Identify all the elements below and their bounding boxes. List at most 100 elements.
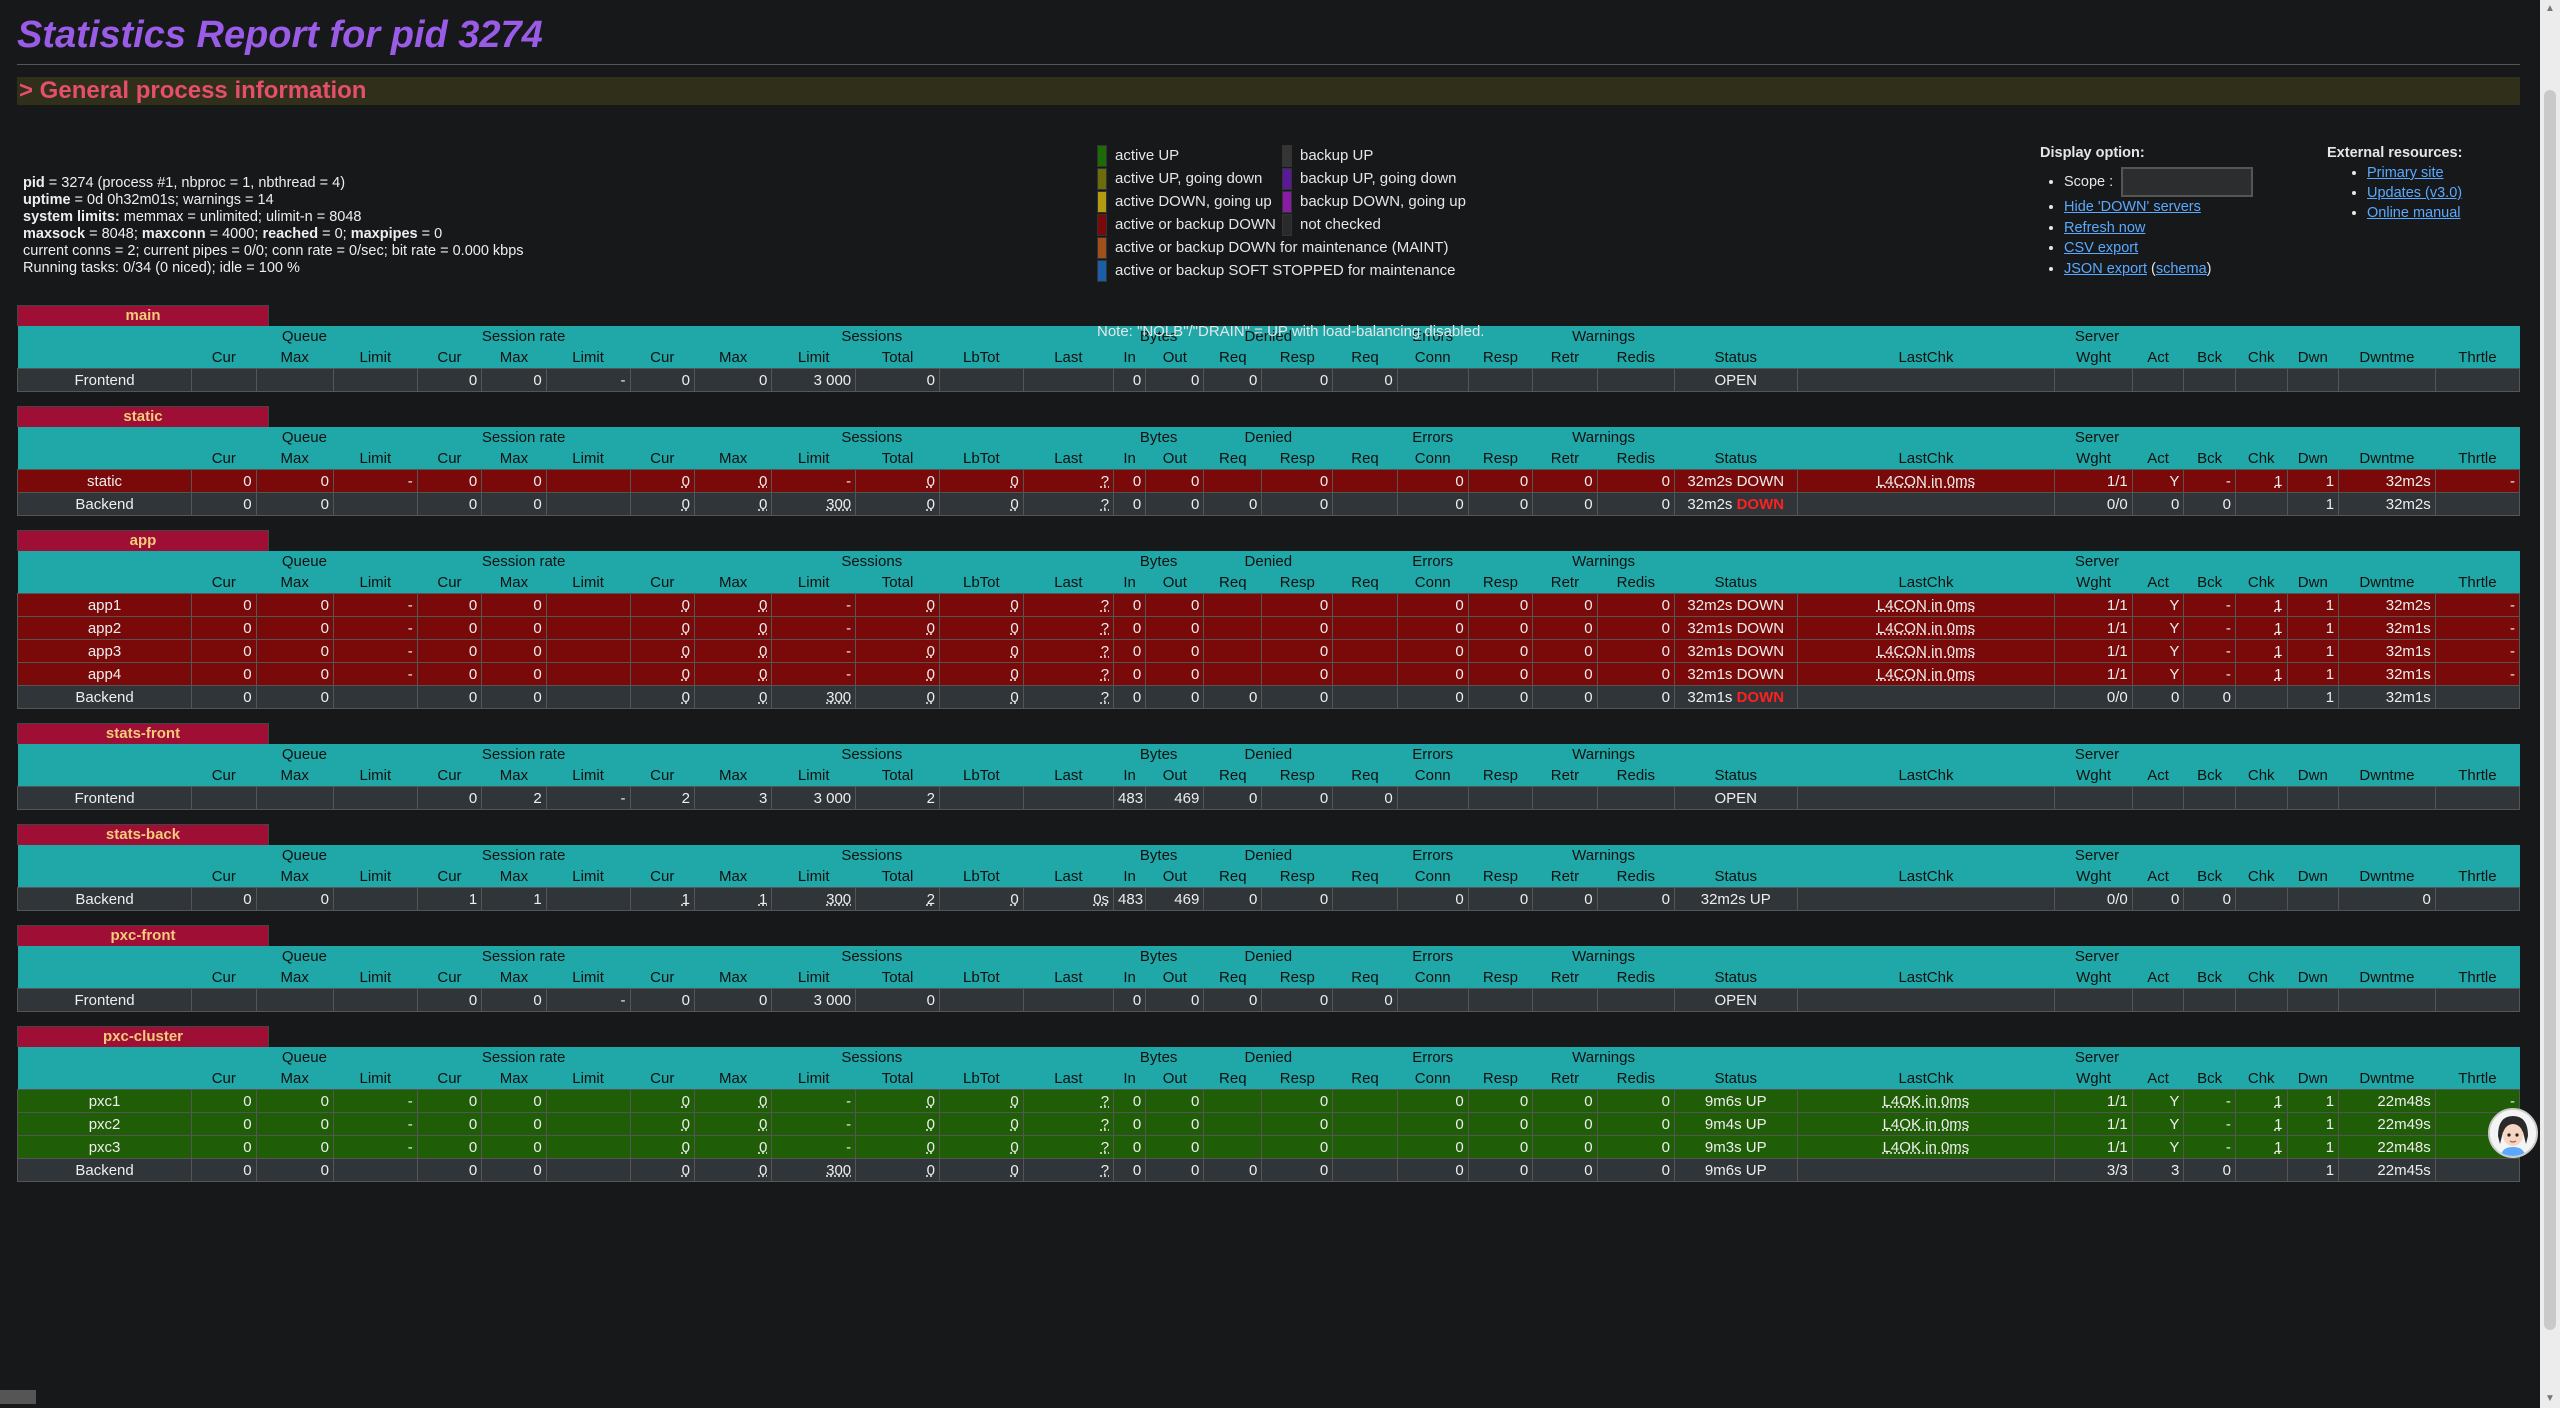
cell-value[interactable]: ? [1100,495,1110,513]
cell-value[interactable]: 0s [1093,890,1110,908]
cell-value[interactable]: ? [1100,688,1110,706]
cell-value[interactable]: 0 [926,688,935,706]
cell-value[interactable]: 0 [926,1092,935,1110]
cell-value[interactable]: ? [1100,1092,1110,1110]
cell-value[interactable]: 0 [681,495,690,513]
cell-value[interactable]: 0 [758,619,768,637]
cell-value[interactable]: 0 [926,665,935,683]
schema-link[interactable]: schema [2155,260,2207,277]
scroll-down-icon[interactable]: ▼ [2545,1393,2555,1404]
cell-value[interactable]: 0 [758,495,768,513]
cell-value[interactable]: 0 [1010,619,1019,637]
cell-value[interactable]: L4CON in 0ms [1876,619,1976,637]
cell-value[interactable]: 0 [926,1161,935,1179]
cell-value[interactable]: ? [1100,1161,1110,1179]
cell-value[interactable]: 1 [2274,1092,2283,1110]
primary-site-link[interactable]: Primary site [2367,165,2444,181]
cell-value[interactable]: 1 [758,890,768,908]
cell-value[interactable]: 300 [826,1161,852,1179]
cell-value[interactable]: 0 [758,472,768,490]
proxy-title[interactable]: stats-back [17,824,269,845]
cell-value[interactable]: 1 [2274,665,2283,683]
cell-value[interactable]: 0 [1010,642,1019,660]
cell-value[interactable]: 0 [681,1138,690,1156]
cell-value[interactable]: ? [1100,665,1110,683]
online-manual-link[interactable]: Online manual [2367,205,2461,221]
cell-value[interactable]: 0 [758,596,768,614]
cell-value[interactable]: L4CON in 0ms [1876,596,1976,614]
cell-value[interactable]: ? [1100,472,1110,490]
cell-value[interactable]: 0 [681,642,690,660]
cell-value[interactable]: 1 [2274,472,2283,490]
csv-export-link[interactable]: CSV export [2064,240,2139,256]
cell-value[interactable]: 1 [2274,596,2283,614]
cell-value[interactable]: L4OK in 0ms [1882,1138,1970,1156]
proxy-title[interactable]: pxc-cluster [17,1026,269,1047]
cell-value[interactable]: 1 [2274,642,2283,660]
cell-value[interactable]: L4CON in 0ms [1876,665,1976,683]
cell-value[interactable]: 0 [758,1092,768,1110]
cell-value[interactable]: 0 [1010,890,1019,908]
proxy-title[interactable]: pxc-front [17,925,269,946]
proxy-title[interactable]: app [17,530,269,551]
proxy-title[interactable]: stats-front [17,723,269,744]
cell-value[interactable]: 0 [681,665,690,683]
cell-value[interactable]: 0 [926,619,935,637]
cell-value[interactable]: 0 [1010,1092,1019,1110]
json-export-link[interactable]: JSON export [2064,260,2147,277]
cell-value[interactable]: 0 [758,665,768,683]
cell-value[interactable]: 300 [826,495,852,513]
cell-value[interactable]: 1 [681,890,690,908]
refresh-now-link[interactable]: Refresh now [2064,219,2146,236]
scope-input[interactable] [2121,167,2254,197]
cell-value[interactable]: 0 [926,1138,935,1156]
cell-value[interactable]: 0 [1010,665,1019,683]
cell-value[interactable]: 0 [681,1092,690,1110]
scrollbar-thumb[interactable] [2544,90,2556,1330]
horizontal-scrollbar-thumb[interactable] [0,1390,36,1404]
cell-value[interactable]: L4OK in 0ms [1882,1115,1970,1133]
cell-value[interactable]: 0 [1010,688,1019,706]
cell-value[interactable]: 0 [1010,1115,1019,1133]
cell-value[interactable]: 0 [681,1115,690,1133]
cell-value[interactable]: 0 [758,1138,768,1156]
cell-value[interactable]: 0 [1010,596,1019,614]
cell-value[interactable]: 0 [681,472,690,490]
cell-value[interactable]: 2 [926,890,935,908]
cell-value[interactable]: 0 [758,688,768,706]
cell-value[interactable]: 1 [2274,1115,2283,1133]
cell-value[interactable]: 0 [926,1115,935,1133]
cell-value[interactable]: 0 [681,619,690,637]
cell-value[interactable]: 0 [926,596,935,614]
cell-value[interactable]: 0 [1010,472,1019,490]
cell-value[interactable]: 0 [758,642,768,660]
cell-value[interactable]: ? [1100,596,1110,614]
cell-value[interactable]: 0 [758,1115,768,1133]
cell-value[interactable]: 300 [826,890,852,908]
cell-value[interactable]: 0 [926,472,935,490]
cell-value[interactable]: 0 [681,596,690,614]
scroll-up-icon[interactable]: ▲ [2545,3,2555,14]
cell-value[interactable]: 0 [758,1161,768,1179]
proxy-title[interactable]: main [17,305,269,326]
cell-value[interactable]: L4CON in 0ms [1876,642,1976,660]
cell-value[interactable]: 1 [2274,619,2283,637]
cell-value[interactable]: 0 [681,1161,690,1179]
cell-value[interactable]: L4OK in 0ms [1882,1092,1970,1110]
cell-value[interactable]: 1 [2274,1138,2283,1156]
assistant-avatar-icon[interactable] [2488,1108,2538,1158]
cell-value[interactable]: 0 [1010,1138,1019,1156]
hide-down-servers-link[interactable]: Hide 'DOWN' servers [2064,199,2201,215]
cell-value[interactable]: 0 [926,642,935,660]
cell-value[interactable]: L4CON in 0ms [1876,472,1976,490]
cell-value[interactable]: ? [1100,642,1110,660]
proxy-title[interactable]: static [17,406,269,427]
cell-value[interactable]: ? [1100,1138,1110,1156]
cell-value[interactable]: 0 [926,495,935,513]
cell-value[interactable]: ? [1100,619,1110,637]
cell-value[interactable]: 0 [1010,1161,1019,1179]
cell-value[interactable]: 0 [681,688,690,706]
updates-link[interactable]: Updates (v3.0) [2367,185,2463,201]
cell-value[interactable]: 0 [1010,495,1019,513]
cell-value[interactable]: 300 [826,688,852,706]
